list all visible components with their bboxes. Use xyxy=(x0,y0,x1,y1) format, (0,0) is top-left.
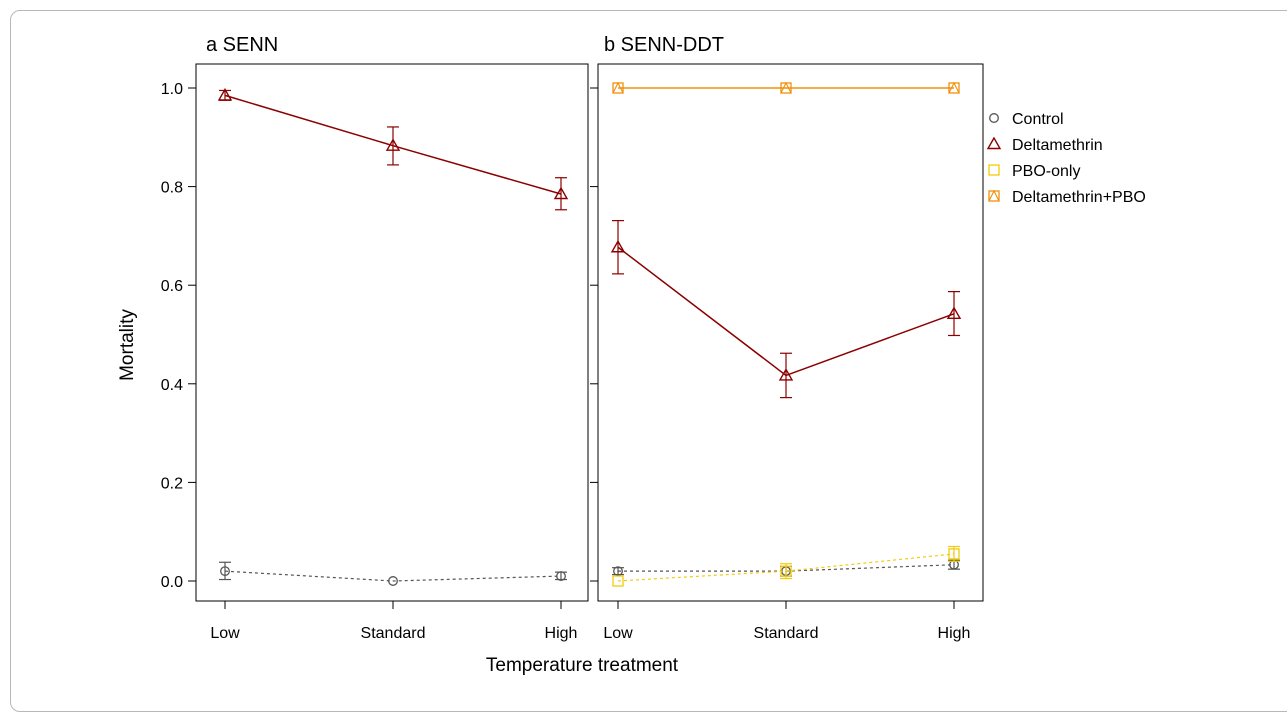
panel-a-series-deltamethrin-point-0 xyxy=(217,87,233,101)
panel-a-series-control-point-2 xyxy=(556,571,566,582)
panel-b-x-tick-label-high: High xyxy=(938,625,971,642)
panel-a-title: a SENN xyxy=(206,34,278,56)
panel-a-plot-area xyxy=(195,63,589,602)
panel-b-series-pbo-only-point-1-shape xyxy=(780,565,792,577)
panel-b-series-deltamethrin-errorbar-0 xyxy=(612,220,624,275)
panel-a-series-control-errorbar-0 xyxy=(219,561,231,581)
panel-a-x-tick-label-standard: Standard xyxy=(361,625,426,642)
panel-b-x-tick-label-low: Low xyxy=(603,625,633,642)
panel-a-series-deltamethrin-point-0-shape xyxy=(217,87,233,101)
panel-b-series-deltamethrin-pbo-point-1-triangle xyxy=(780,81,792,94)
legend-marker-pbo-only xyxy=(988,164,1000,176)
panel-b-series-pbo-only-point-1 xyxy=(780,565,792,577)
panel-b-series-deltamethrin-pbo-point-1 xyxy=(780,81,792,94)
panel-a-series-deltamethrin-errorbar-2 xyxy=(555,177,567,211)
panel-b-series-deltamethrin-pbo-point-2-triangle xyxy=(948,81,960,94)
y-axis-label: Mortality xyxy=(117,309,138,381)
panel-b-series-pbo-only-point-0-shape xyxy=(612,575,624,587)
panel-a-series-control-line xyxy=(224,570,562,582)
panel-a-x-tick-label-low: Low xyxy=(210,625,240,642)
panel-a-series-deltamethrin-point-2-shape xyxy=(553,186,569,200)
legend-marker-control xyxy=(989,113,999,123)
panel-a-series-control-point-0-shape xyxy=(220,566,230,577)
panel-b-series-deltamethrin-point-0-shape xyxy=(610,239,626,253)
panel-b-series-pbo-only-point-2-shape xyxy=(948,548,960,560)
panel-b-series-deltamethrin-pbo-point-0-triangle xyxy=(612,81,624,94)
panel-a-y-tick-label-3: 0.6 xyxy=(161,278,183,295)
panel-a-y-tick-label-5: 1.0 xyxy=(161,81,183,98)
panel-b-title: b SENN-DDT xyxy=(604,34,724,56)
panel-a-series-control-point-1-shape xyxy=(388,576,398,586)
panel-a-x-tick-label-high: High xyxy=(545,625,578,642)
legend-marker-deltamethrin xyxy=(986,136,1002,150)
panel-b-series-pbo-only-point-2 xyxy=(948,548,960,560)
panel-b-series-deltamethrin-errorbar-2 xyxy=(948,291,960,337)
panel-a-series-control-point-2-shape xyxy=(556,571,566,582)
panel-b-series-control-errorbar-0 xyxy=(612,567,624,576)
panel-b-series-deltamethrin-pbo-point-2 xyxy=(948,81,960,94)
panel-a-series-control-point-1 xyxy=(388,576,398,586)
panel-b-series-deltamethrin-errorbar-1 xyxy=(780,352,792,399)
legend-label-deltamethrin: Deltamethrin xyxy=(1012,137,1103,154)
legend-marker-control-shape xyxy=(989,113,999,123)
panel-b-series-pbo-only-point-0 xyxy=(612,575,624,587)
panel-a-y-tick-label-0: 0.0 xyxy=(161,574,183,591)
panel-b-series-deltamethrin-point-1-shape xyxy=(778,368,794,381)
panel-b-series-deltamethrin-point-1 xyxy=(778,368,794,381)
panel-b-series-deltamethrin-point-0 xyxy=(610,239,626,253)
panel-a-y-tick-label-2: 0.4 xyxy=(161,377,183,394)
panel-a-series-deltamethrin-errorbar-1 xyxy=(387,126,399,166)
legend-label-deltamethrin-pbo: Deltamethrin+PBO xyxy=(1012,189,1146,206)
legend: Control Deltamethrin PBO-only Deltamethr… xyxy=(986,111,1146,206)
panel-a-y-tick-label-4: 0.8 xyxy=(161,180,183,197)
panel-a-series-deltamethrin-point-1 xyxy=(385,138,401,151)
mortality-chart: a SENN b SENN-DDT Temperature treatment … xyxy=(117,34,1146,676)
legend-label-control: Control xyxy=(1012,111,1064,128)
panel-b-series-deltamethrin-point-2-shape xyxy=(946,306,962,319)
legend-marker-deltamethrin-pbo-triangle xyxy=(988,189,1000,202)
legend-label-pbo-only: PBO-only xyxy=(1012,163,1080,180)
panel-b-plot-area xyxy=(597,63,984,602)
legend-marker-deltamethrin-pbo-square xyxy=(988,190,1000,202)
legend-marker-pbo-only-shape xyxy=(988,164,1000,176)
panel-a-series-control-point-0 xyxy=(220,566,230,577)
panel-a-series-deltamethrin-point-2 xyxy=(553,186,569,200)
panel-b-series-deltamethrin-pbo-point-0 xyxy=(612,81,624,94)
panel-b-series-deltamethrin-point-2 xyxy=(946,306,962,319)
legend-marker-deltamethrin-shape xyxy=(986,136,1002,150)
panel-a-series-deltamethrin-point-1-shape xyxy=(385,138,401,151)
legend-marker-deltamethrin-pbo xyxy=(988,189,1000,202)
panel-b-x-tick-label-standard: Standard xyxy=(754,625,819,642)
panel-a-y-tick-label-1: 0.2 xyxy=(161,475,183,492)
x-axis-label: Temperature treatment xyxy=(486,655,679,676)
